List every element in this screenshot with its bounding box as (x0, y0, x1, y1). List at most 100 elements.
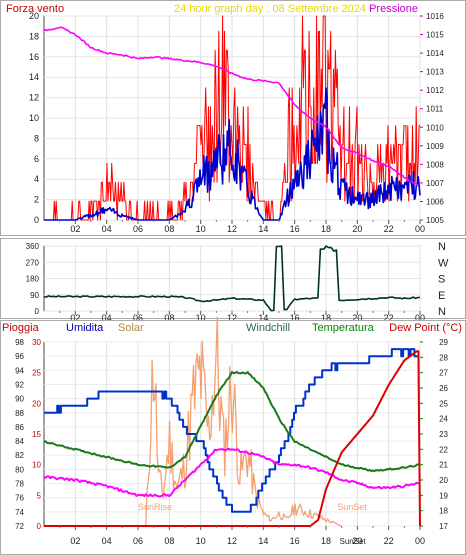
p2-xtick-label: 16 (290, 313, 300, 323)
pressure-axis-title: Pressione (369, 3, 418, 15)
pressure-line (43, 26, 419, 187)
pressure-tick-label: 1008 (426, 160, 444, 169)
p2-xtick-label: 22 (384, 313, 394, 323)
rain-tick-label: 5 (37, 491, 42, 500)
pressure-tick-label: 1013 (426, 68, 444, 77)
wind-tick-label: 4 (34, 174, 39, 184)
humidity-tick-label: 74 (15, 508, 24, 517)
compass-label: W (438, 257, 449, 269)
pressure-tick-label: 1011 (426, 105, 444, 114)
p3-xtick-label: 06 (133, 536, 143, 546)
temp-tick-label: 26 (439, 384, 448, 393)
humidity-line (44, 348, 419, 513)
legend-pioggia: Pioggia (2, 322, 40, 334)
temp-tick-label: 19 (439, 491, 448, 500)
wind-axis-title: Forza vento (6, 3, 64, 15)
p1-xtick-label: 00 (415, 224, 425, 234)
legend-windchill: Windchill (246, 322, 290, 334)
temp-tick-label: 17 (439, 522, 448, 531)
p3-xtick-label: 12 (227, 536, 237, 546)
temp-tick-label: 25 (439, 399, 448, 408)
temp-tick-label: 22 (439, 445, 448, 454)
humidity-tick-label: 80 (15, 465, 24, 474)
p2-xtick-label: 12 (227, 313, 237, 323)
wind-tick-label: 14 (29, 72, 39, 82)
p1-xtick-label: 18 (321, 224, 331, 234)
pressure-tick-label: 1009 (426, 142, 444, 151)
p1-xtick-label: 10 (196, 224, 206, 234)
p2-xtick-label: 00 (415, 313, 425, 323)
legend-temperatura: Temperatura (312, 322, 375, 334)
p1-xtick-label: 22 (384, 224, 394, 234)
temp-tick-label: 29 (439, 338, 448, 347)
p1-xtick-label: 16 (290, 224, 300, 234)
direction-tick-label: 90 (30, 291, 39, 300)
direction-tick-label: 270 (26, 258, 40, 267)
wind-tick-label: 16 (29, 52, 39, 62)
humidity-tick-label: 76 (15, 494, 24, 503)
p2-xtick-label: 06 (133, 313, 143, 323)
humidity-tick-label: 90 (15, 395, 24, 404)
wind-tick-label: 12 (29, 93, 39, 103)
humidity-tick-label: 88 (15, 409, 24, 418)
temp-tick-label: 28 (439, 353, 448, 362)
p2-xtick-label: 10 (196, 313, 206, 323)
wind-tick-label: 0 (34, 215, 39, 225)
humidity-tick-label: 78 (15, 480, 24, 489)
direction-tick-label: 360 (26, 242, 40, 251)
rain-tick-label: 20 (32, 399, 41, 408)
p2-xtick-label: 04 (102, 313, 112, 323)
legend-umidita: Umidita (66, 322, 104, 334)
legend-solar: Solar (118, 322, 144, 334)
p1-xtick-label: 06 (133, 224, 143, 234)
rain-tick-label: 25 (32, 369, 41, 378)
compass-label: N (438, 306, 446, 318)
p1-xtick-label: 20 (352, 224, 362, 234)
p2-xtick-label: 08 (164, 313, 174, 323)
p3-xtick-label: 20 (352, 536, 362, 546)
direction-tick-label: 0 (35, 307, 40, 316)
sunrise-label: SunRise (138, 502, 172, 512)
p3-xtick-label: 10 (196, 536, 206, 546)
pressure-tick-label: 1012 (426, 86, 444, 95)
windchill-line (43, 447, 419, 498)
temperature-line (43, 371, 419, 473)
temp-tick-label: 27 (439, 369, 448, 378)
rain-tick-label: 10 (32, 461, 41, 470)
pressure-tick-label: 1016 (426, 12, 444, 21)
p3-xtick-label: 04 (102, 536, 112, 546)
humidity-tick-label: 86 (15, 423, 24, 432)
p3-xtick-label: 16 (290, 536, 300, 546)
temp-tick-label: 18 (439, 507, 448, 516)
compass-label: N (438, 241, 446, 253)
p1-xtick-label: 08 (164, 224, 174, 234)
p1-xtick-label: 14 (258, 224, 268, 234)
pressure-tick-label: 1014 (426, 49, 444, 58)
p3-xtick-label: 02 (70, 536, 80, 546)
p1-xtick-label: 04 (102, 224, 112, 234)
wind-tick-label: 18 (29, 31, 39, 41)
p2-xtick-label: 20 (352, 313, 362, 323)
pressure-tick-label: 1010 (426, 123, 444, 132)
humidity-tick-label: 72 (15, 522, 24, 531)
legend-dewpoint: Dew Point (°C) (389, 322, 462, 334)
p2-xtick-label: 18 (321, 313, 331, 323)
compass-label: E (438, 290, 445, 302)
wind-gust-line (44, 15, 420, 221)
rain-tick-label: 0 (37, 522, 42, 531)
p1-xtick-label: 12 (227, 224, 237, 234)
rain-tick-label: 15 (32, 430, 41, 439)
p3-xtick-label: 08 (164, 536, 174, 546)
pressure-tick-label: 1005 (426, 216, 444, 225)
chart-title: 24 hour graph day : 08 Settembre 2024 (174, 3, 366, 15)
pressure-tick-label: 1015 (426, 31, 444, 40)
p3-xtick-label: 18 (321, 536, 331, 546)
sunset-label: SunSet (337, 502, 367, 512)
p3-xtick-label: 22 (384, 536, 394, 546)
pressure-tick-label: 1007 (426, 179, 444, 188)
p3-xtick-label: 00 (415, 536, 425, 546)
wind-avg-line (44, 87, 421, 221)
